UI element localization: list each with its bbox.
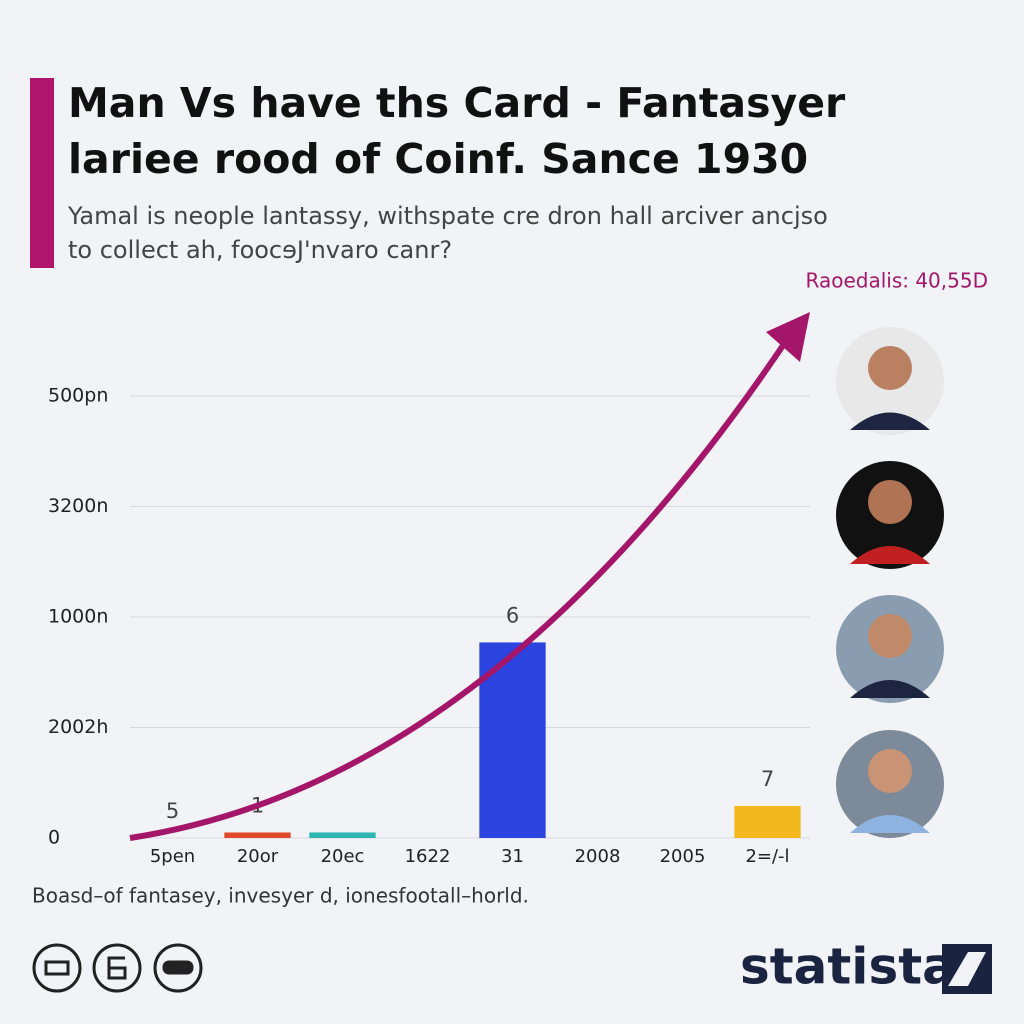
x-tick-label: 31 — [501, 846, 524, 867]
bar — [734, 805, 801, 838]
brand: statista — [740, 938, 956, 996]
x-tick-label: 5pen — [150, 846, 195, 867]
bar — [309, 832, 376, 838]
annotation: Raoedalis: 40,55D — [806, 269, 989, 293]
source: Boasd–of fantasey, invesyer d, ionesfoot… — [32, 884, 529, 908]
trend-arrow — [129, 333, 793, 841]
avatar — [836, 730, 944, 838]
icon[interactable] — [153, 943, 203, 993]
y-tick-label: 3200n — [48, 495, 108, 517]
x-tick-label: 20ec — [321, 846, 365, 867]
avatars — [836, 327, 944, 838]
title-line: lariee rood of Coinf. Sance 1930 — [68, 135, 808, 183]
icon[interactable] — [32, 943, 82, 993]
subtitle-line: Yamal is neople lantassy, withspate cre … — [67, 202, 828, 230]
bar-label: 7 — [761, 767, 774, 791]
avatar — [836, 327, 944, 435]
avatar — [836, 461, 944, 569]
y-tick-label: 0 — [48, 827, 60, 849]
social-icons — [32, 943, 203, 993]
icon-glyph — [107, 956, 127, 980]
x-tick-label: 1622 — [405, 846, 451, 867]
x-tick-label: 2008 — [575, 846, 621, 867]
y-tick-label: 500pn — [48, 385, 108, 407]
y-tick-label: 1000n — [48, 606, 108, 628]
subtitle-line: to collect ah, foocɘJ'nvaro canr? — [68, 236, 452, 264]
title-line: Man Vs have ths Card - Fantasyer — [68, 79, 846, 127]
x-tick-label: 2005 — [660, 846, 706, 867]
bar — [224, 832, 291, 838]
bar-label: 6 — [506, 603, 519, 627]
avatar — [836, 595, 944, 703]
brand-logo — [942, 944, 992, 994]
bar-label: 5 — [166, 799, 179, 823]
icon-glyph — [162, 960, 194, 975]
x-tick-label: 2=/-l — [745, 846, 789, 867]
icon-glyph — [44, 960, 70, 976]
arrow-head — [766, 312, 810, 362]
x-tick-label: 20or — [237, 846, 279, 867]
icon[interactable] — [92, 943, 142, 993]
y-tick-label: 2002h — [48, 716, 108, 738]
accent-bar — [30, 78, 54, 268]
